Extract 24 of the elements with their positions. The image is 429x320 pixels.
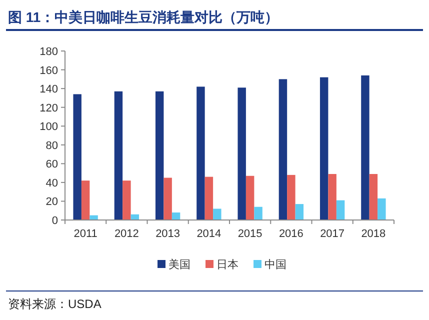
x-tick-label: 2013 [156,228,180,240]
y-tick-label: 120 [40,102,58,114]
x-tick-label: 2011 [74,228,98,240]
y-tick-label: 80 [46,140,58,152]
plot: 0 20 40 60 80 100 120 140 160 180 2011 2012 2013 2014 2015 2016 2017 2018 [40,46,394,240]
x-tick-label: 2012 [114,228,139,240]
y-tick-label: 60 [46,158,58,171]
y-tick-label: 100 [40,121,58,134]
title: 图 11：中美日咖啡生豆消耗量对比（万吨） [8,9,279,25]
y-tick-label: 160 [40,64,58,77]
x-tick-label: 2016 [278,228,304,240]
y-tick-label: 180 [40,46,58,58]
y-tick-label: 20 [46,196,58,208]
x-tick-label: 2017 [320,228,345,240]
x-tick-label: 2015 [238,228,262,240]
y-tick-label: 0 [52,215,58,227]
legend-label: 日本 [216,258,238,271]
x-tick-label: 2018 [361,228,386,240]
legend-label: 中国 [264,258,286,271]
x-tick-label: 2014 [196,228,222,240]
text: 资料来源：USDA [8,297,102,311]
y-tick-label: 140 [40,84,58,96]
legend-label: 美国 [168,258,190,271]
y-tick-label: 40 [46,177,58,190]
